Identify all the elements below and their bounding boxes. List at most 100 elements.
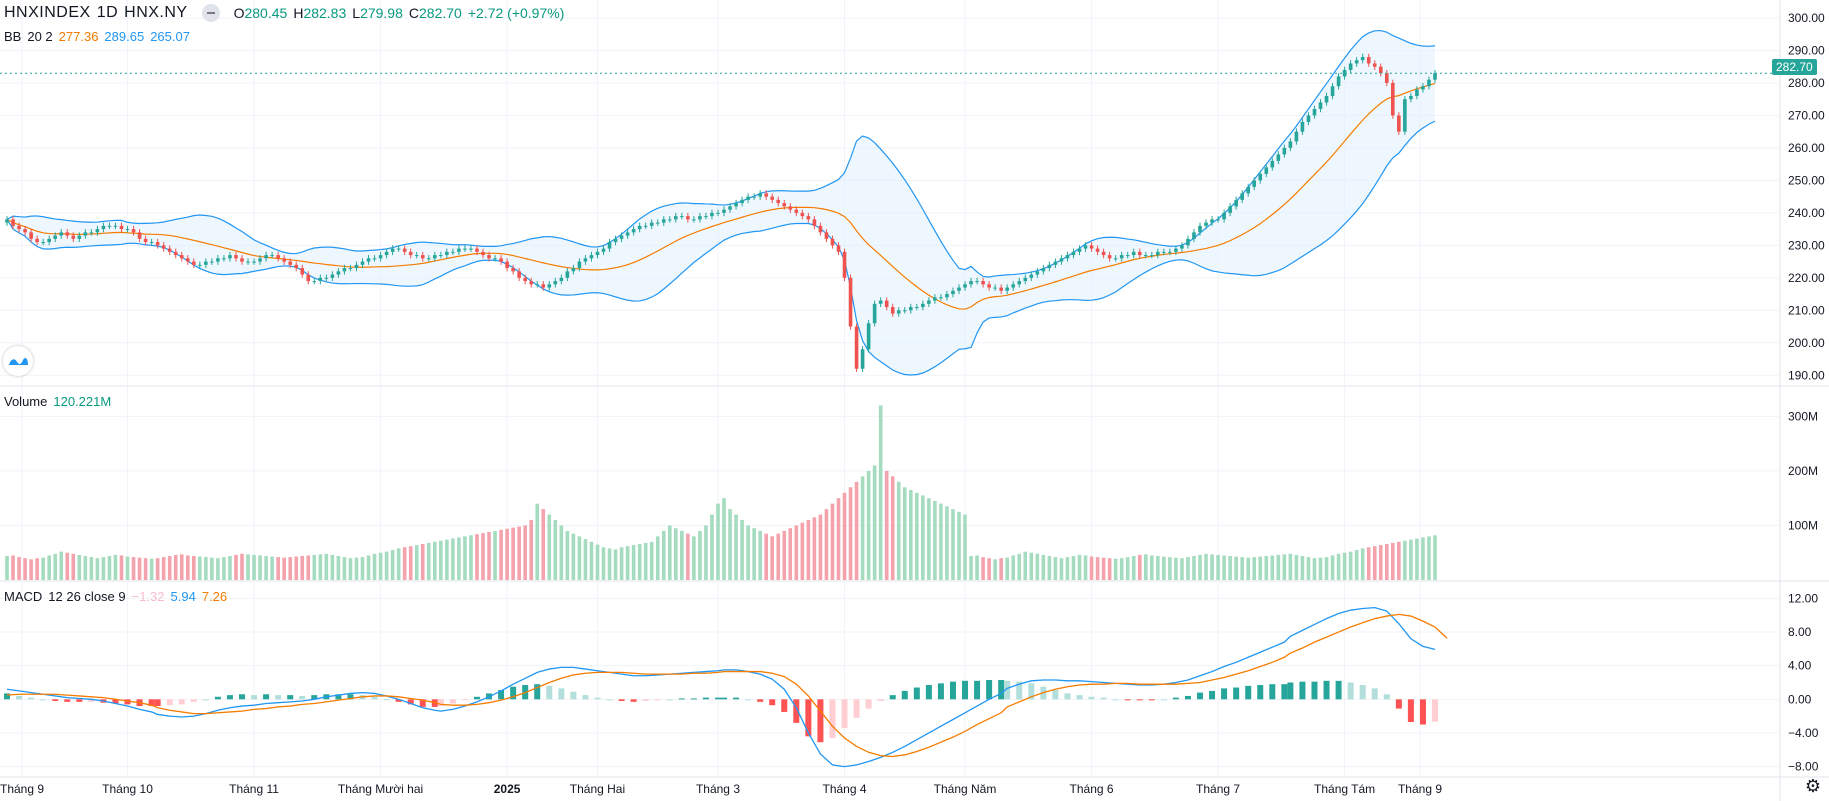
- candle-body: [143, 238, 148, 243]
- volume-bar: [155, 558, 160, 580]
- candle-body: [529, 281, 534, 285]
- volume-bar: [1258, 556, 1263, 580]
- volume-bar: [402, 547, 407, 580]
- volume-bar: [1391, 542, 1395, 580]
- macd-histogram-bar: [510, 686, 517, 700]
- macd-histogram-bar: [1287, 682, 1294, 700]
- candle-body: [1071, 251, 1076, 256]
- interval-label[interactable]: 1D: [96, 4, 119, 21]
- price-tick-label: 290.00: [1788, 43, 1825, 57]
- candle-body: [945, 294, 949, 298]
- candle-body: [866, 323, 871, 350]
- candle-body: [1378, 66, 1383, 74]
- candle-body: [469, 248, 473, 250]
- volume-bar: [1162, 556, 1166, 580]
- volume-bar: [1282, 554, 1287, 580]
- candle-body: [649, 222, 654, 226]
- volume-bar: [95, 558, 100, 580]
- candle-body: [890, 307, 895, 314]
- candle-body: [204, 261, 208, 265]
- macd-tick-label: 12.00: [1788, 591, 1818, 605]
- volume-bar: [945, 506, 949, 580]
- volume-bar: [348, 558, 353, 580]
- volume-bar: [535, 503, 540, 580]
- candle-body: [161, 245, 166, 249]
- volume-bar: [1107, 558, 1112, 580]
- candle-body: [499, 258, 503, 262]
- price-tick-label: 260.00: [1788, 141, 1825, 155]
- volume-bar: [782, 530, 787, 580]
- macd-histogram-bar: [473, 696, 480, 700]
- gear-icon[interactable]: ⚙: [1804, 776, 1821, 796]
- volume-bar: [667, 525, 672, 580]
- volume-bar: [384, 551, 389, 580]
- volume-bar: [1125, 557, 1130, 580]
- macd-histogram-bar: [1245, 685, 1252, 700]
- candle-body: [1204, 222, 1208, 226]
- volume-bar: [222, 557, 226, 580]
- candle-body: [794, 209, 799, 213]
- volume-bar: [1342, 552, 1347, 580]
- volume-bar: [276, 557, 280, 580]
- symbol-name[interactable]: HNXINDEX: [4, 4, 91, 21]
- macd-histogram-bar: [853, 699, 860, 718]
- candle-body: [35, 238, 39, 243]
- macd-name: MACD: [4, 589, 43, 604]
- volume-bar: [674, 528, 678, 580]
- volume-bar: [1252, 557, 1257, 580]
- candle-body: [1149, 255, 1154, 257]
- candle-body: [770, 196, 775, 200]
- candle-body: [131, 229, 136, 233]
- candle-body: [1324, 95, 1329, 103]
- volume-bar: [728, 509, 732, 580]
- macd-histogram-bar: [263, 694, 270, 700]
- volume-bar: [119, 555, 124, 580]
- bb-legend[interactable]: BB 20 2 277.36 289.65 265.07: [4, 29, 190, 44]
- candle-body: [1156, 251, 1160, 256]
- candle-body: [547, 284, 552, 288]
- macd-histogram-bar: [419, 699, 426, 707]
- macd-histogram-bar: [1088, 696, 1095, 700]
- macd-histogram-bar: [913, 687, 920, 700]
- candle-body: [426, 258, 431, 260]
- bb-name: BB: [4, 29, 22, 44]
- low-value: 279.98: [360, 5, 403, 21]
- volume-bar: [258, 555, 262, 580]
- tradingview-logo-icon[interactable]: [3, 346, 33, 376]
- volume-bar: [288, 557, 293, 580]
- volume-bar: [1204, 553, 1208, 580]
- volume-bar: [185, 555, 190, 580]
- volume-bar: [896, 481, 901, 580]
- macd-histogram-bar: [630, 699, 637, 702]
- candle-body: [173, 251, 178, 256]
- volume-bar: [366, 555, 371, 580]
- volume-bar: [704, 525, 708, 580]
- volume-bar: [1409, 539, 1413, 580]
- candle-body: [902, 310, 907, 312]
- volume-bar: [1101, 557, 1106, 580]
- candle-body: [1119, 255, 1124, 259]
- macd-legend[interactable]: MACD 12 26 close 9 −1.32 5.94 7.26: [4, 589, 227, 604]
- macd-histogram-bar: [582, 695, 589, 700]
- collapse-legend-icon[interactable]: [201, 4, 220, 22]
- candle-body: [601, 248, 606, 252]
- candle-body: [1216, 219, 1220, 221]
- candle-body: [17, 225, 21, 230]
- candle-body: [282, 258, 286, 262]
- volume-bar: [975, 555, 979, 580]
- volume-bar: [680, 530, 684, 580]
- candle-body: [1125, 255, 1130, 257]
- volume-bar: [252, 554, 256, 580]
- volume-bar: [902, 487, 907, 580]
- volume-bar: [1083, 555, 1088, 580]
- candle-body: [511, 268, 515, 272]
- candle-body: [312, 281, 317, 283]
- volume-bar: [1168, 557, 1172, 580]
- volume-bar: [1330, 555, 1335, 580]
- volume-bar: [1149, 555, 1154, 580]
- volume-legend[interactable]: Volume 120.221M: [4, 394, 111, 409]
- volume-bar: [432, 541, 437, 580]
- candle-body: [848, 277, 853, 327]
- macd-histogram-bar: [546, 685, 553, 700]
